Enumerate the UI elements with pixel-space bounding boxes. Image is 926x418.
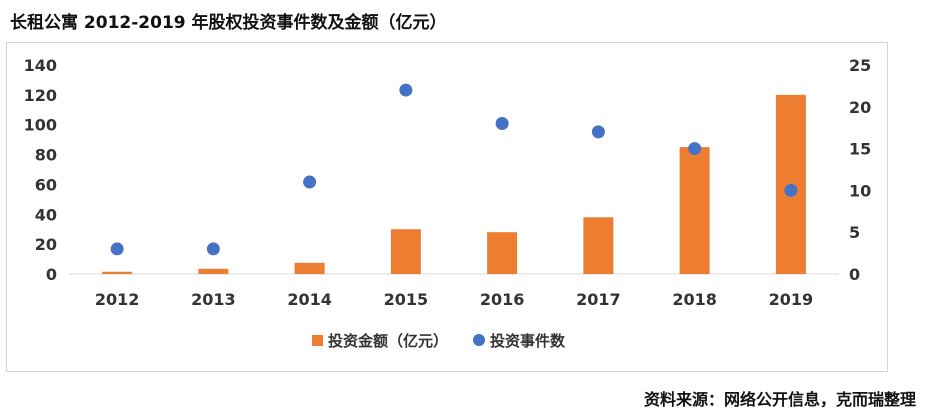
y-left-tick-label: 20 (35, 235, 57, 254)
x-tick-label: 2013 (191, 290, 236, 309)
y-right-tick-label: 20 (849, 98, 871, 117)
bar-2015 (390, 229, 421, 274)
legend-dot-swatch (473, 334, 485, 346)
x-tick-label: 2012 (95, 290, 140, 309)
chart-title: 长租公寓 2012-2019 年股权投资事件数及金额（亿元） (10, 13, 447, 33)
y-right-tick-label: 10 (849, 181, 871, 200)
x-tick-label: 2014 (287, 290, 332, 309)
dot-2012 (110, 242, 124, 256)
y-right-tick-label: 0 (849, 265, 860, 284)
x-tick-label: 2019 (769, 290, 814, 309)
dot-series (110, 83, 798, 256)
dot-2014 (303, 175, 317, 189)
legend-bar-label: 投资金额（亿元） (328, 332, 448, 350)
x-tick-label: 2016 (480, 290, 525, 309)
x-tick-label: 2018 (672, 290, 717, 309)
bar-2012 (102, 271, 133, 274)
y-axis-left-ticks: 0 20 40 60 80 100 120 140 (24, 56, 57, 284)
dot-2018 (688, 142, 702, 156)
y-left-tick-label: 140 (24, 56, 57, 75)
dot-2016 (495, 117, 509, 131)
source-note: 资料来源：网络公开信息，克而瑞整理 (643, 390, 916, 409)
y-left-tick-label: 120 (24, 86, 57, 105)
y-left-tick-label: 60 (35, 175, 57, 194)
bar-series (102, 94, 806, 274)
y-left-tick-label: 40 (35, 205, 57, 224)
legend: 投资金额（亿元） 投资事件数 (312, 332, 566, 350)
bar-2018 (679, 147, 710, 274)
legend-dot-label: 投资事件数 (490, 332, 566, 350)
chart-frame: 0 20 40 60 80 100 120 140 0 5 10 15 20 25 2012 2013 20… (6, 42, 888, 372)
bar-2013 (198, 268, 229, 274)
y-axis-right-ticks: 0 5 10 15 20 25 (849, 56, 871, 284)
bar-2016 (487, 232, 518, 274)
dot-2017 (591, 125, 605, 139)
dot-2019 (784, 183, 798, 197)
bar-2017 (583, 217, 614, 274)
y-left-tick-label: 0 (46, 265, 57, 284)
bar-2014 (294, 262, 325, 274)
x-tick-label: 2017 (576, 290, 621, 309)
y-left-tick-label: 80 (35, 146, 57, 165)
dot-2015 (399, 83, 413, 97)
x-axis-ticks: 2012 2013 2014 2015 2016 2017 2018 2019 (95, 290, 813, 309)
legend-bar-swatch (312, 335, 323, 346)
dot-2013 (206, 242, 220, 256)
y-right-tick-label: 15 (849, 140, 871, 159)
y-right-tick-label: 25 (849, 56, 871, 75)
y-right-tick-label: 5 (849, 223, 860, 242)
x-tick-label: 2015 (384, 290, 429, 309)
y-left-tick-label: 100 (24, 116, 57, 135)
